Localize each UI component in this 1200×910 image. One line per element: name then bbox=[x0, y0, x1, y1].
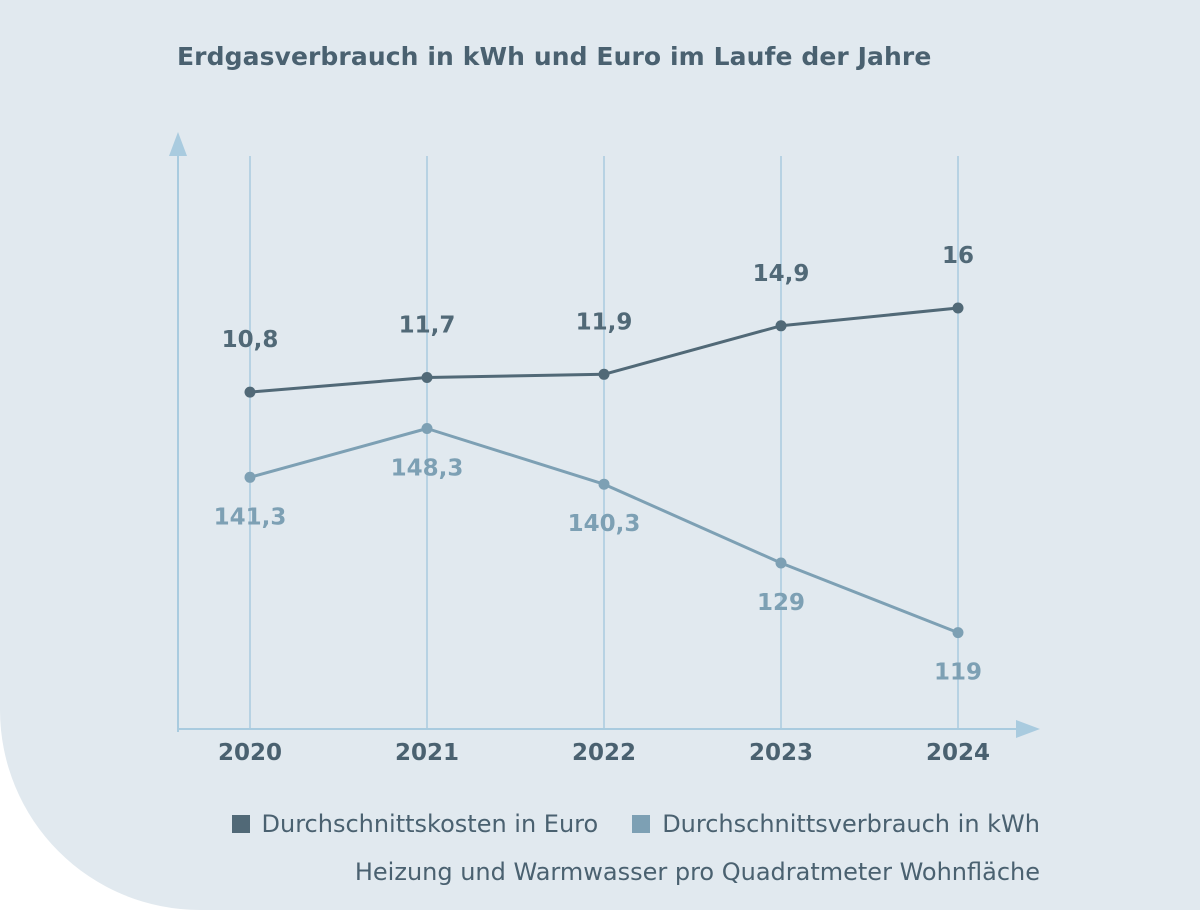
legend: Durchschnittskosten in Euro Durchschnitt… bbox=[231, 810, 1040, 838]
legend-label-consumption: Durchschnittsverbrauch in kWh bbox=[662, 810, 1040, 838]
series-consumption: 141,3 148,3 140,3 129 119 bbox=[214, 423, 982, 686]
x-axis-arrow-icon bbox=[1016, 720, 1040, 738]
data-label: 119 bbox=[934, 660, 982, 686]
data-label: 129 bbox=[757, 590, 805, 616]
data-point bbox=[952, 302, 964, 314]
data-point bbox=[598, 368, 610, 380]
x-tick-labels: 2020 2021 2022 2023 2024 bbox=[218, 740, 990, 766]
series-cost: 10,8 11,7 11,9 14,9 16 bbox=[222, 243, 974, 398]
legend-swatch-cost bbox=[231, 815, 250, 833]
data-label: 14,9 bbox=[753, 261, 810, 287]
chart-note: Heizung und Warmwasser pro Quadratmeter … bbox=[354, 858, 1040, 886]
chart-title: Erdgasverbrauch in kWh und Euro im Laufe… bbox=[177, 42, 932, 71]
x-tick-label-2023: 2023 bbox=[749, 740, 813, 766]
data-label: 11,9 bbox=[576, 309, 633, 335]
data-label: 10,8 bbox=[222, 327, 279, 353]
grid-lines bbox=[249, 156, 959, 729]
x-tick-label-2022: 2022 bbox=[572, 740, 636, 766]
series: 10,8 11,7 11,9 14,9 16 141,3 148,3 140,3 129 119 bbox=[214, 243, 982, 686]
legend-swatch-consumption bbox=[632, 815, 651, 833]
legend-item-consumption: Durchschnittsverbrauch in kWh bbox=[632, 810, 1040, 838]
legend-label-cost: Durchschnittskosten in Euro bbox=[261, 810, 599, 838]
data-label: 141,3 bbox=[214, 504, 287, 530]
data-point bbox=[952, 627, 964, 639]
data-point bbox=[244, 471, 256, 483]
data-point bbox=[775, 557, 787, 569]
axes bbox=[169, 132, 1040, 738]
legend-item-cost: Durchschnittskosten in Euro bbox=[231, 810, 599, 838]
data-label: 148,3 bbox=[391, 456, 464, 482]
data-point bbox=[598, 478, 610, 490]
data-label: 11,7 bbox=[399, 313, 456, 339]
data-point bbox=[775, 320, 787, 332]
x-tick-label-2024: 2024 bbox=[926, 740, 990, 766]
data-point bbox=[421, 372, 433, 383]
x-tick-label-2020: 2020 bbox=[218, 740, 282, 766]
data-label: 16 bbox=[942, 243, 974, 269]
data-point bbox=[244, 386, 256, 398]
y-axis-arrow-icon bbox=[169, 132, 187, 156]
data-point bbox=[421, 423, 433, 434]
data-label: 140,3 bbox=[568, 511, 641, 537]
x-tick-label-2021: 2021 bbox=[395, 740, 459, 766]
